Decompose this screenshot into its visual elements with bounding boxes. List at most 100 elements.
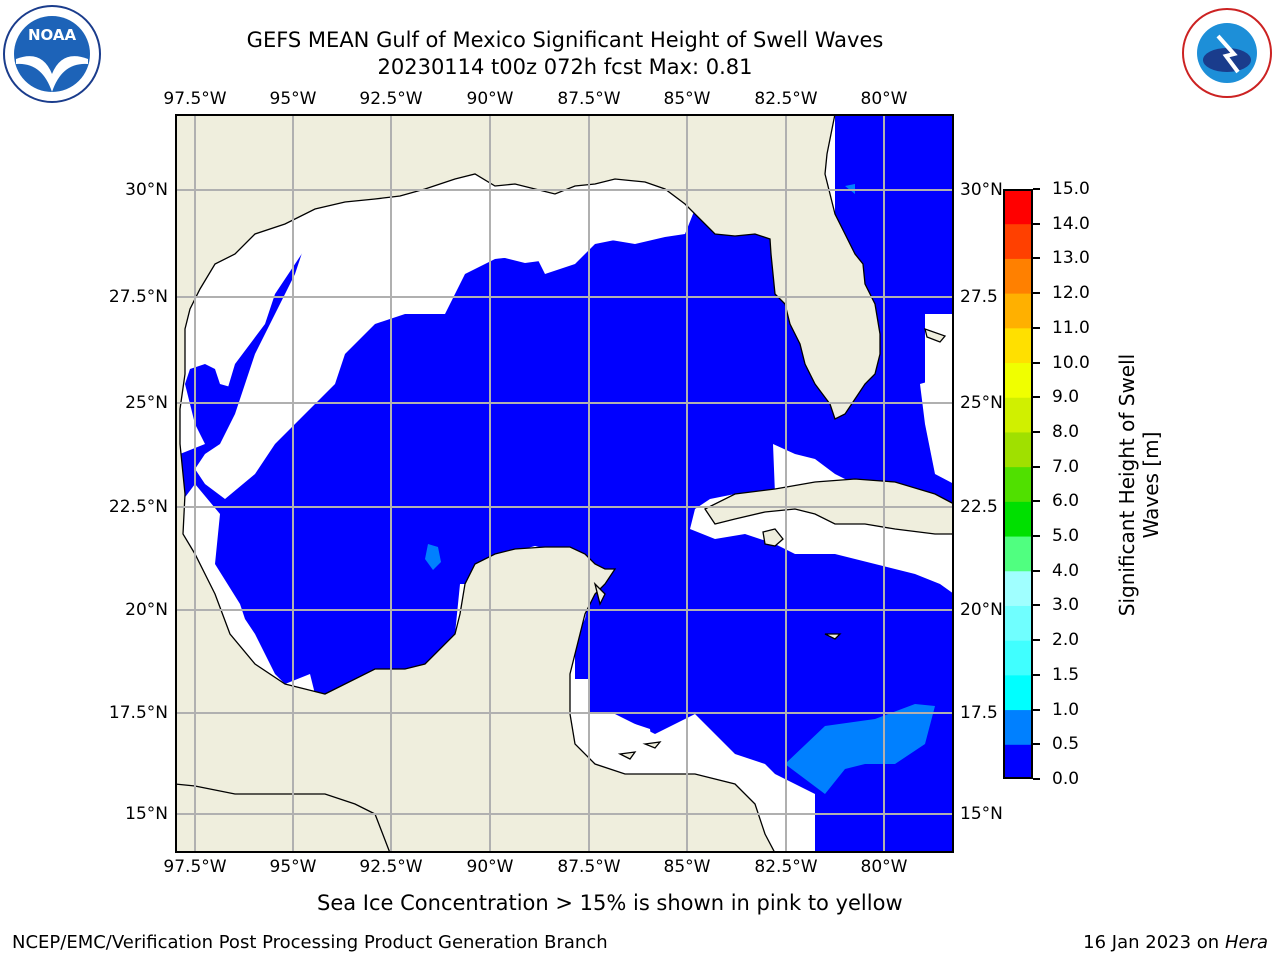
lon-label-bottom: 97.5°W: [163, 857, 227, 877]
lon-label-bottom: 80°W: [860, 857, 908, 877]
colorbar-segment: [1003, 189, 1033, 225]
colorbar-tick-label: 9.0: [1052, 387, 1080, 408]
graticule: [175, 114, 954, 853]
colorbar-tick: [1033, 257, 1040, 260]
colorbar-tick: [1033, 292, 1040, 295]
colorbar-tick-label: 7.0: [1052, 456, 1080, 477]
colorbar-segment: [1003, 674, 1033, 711]
colorbar-tick: [1033, 708, 1040, 711]
colorbar-tick-label: 10.0: [1052, 352, 1090, 373]
colorbar-segment: [1003, 223, 1033, 259]
colorbar-tick-label: 4.0: [1052, 560, 1080, 581]
colorbar-tick: [1033, 639, 1040, 642]
colorbar-segment: [1003, 258, 1033, 294]
colorbar-title-line1: Significant Height of Swell: [1115, 353, 1139, 617]
colorbar-segment: [1003, 570, 1033, 606]
colorbar-tick: [1033, 430, 1040, 433]
lon-label-top: 95°W: [269, 89, 317, 109]
colorbar-tick-label: 11.0: [1052, 317, 1090, 338]
colorbar-segment: [1003, 466, 1033, 502]
lat-label-right: 15°N: [960, 804, 1003, 824]
lat-label-left: 30°N: [125, 180, 168, 200]
lon-label-bottom: 92.5°W: [359, 857, 423, 877]
map-border: [175, 114, 954, 853]
colorbar-segment: [1003, 293, 1033, 329]
colorbar-tick: [1033, 604, 1040, 607]
colorbar-segment: [1003, 397, 1033, 433]
swell-field-low: [180, 114, 954, 853]
colorbar-tick-label: 0.5: [1052, 734, 1080, 755]
footer-date: 16 Jan 2023 on: [1083, 932, 1225, 953]
lat-label-left: 17.5°N: [108, 703, 168, 723]
colorbar-tick-label: 3.0: [1052, 595, 1080, 616]
colorbar-segment: [1003, 744, 1033, 779]
colorbar-segment: [1003, 431, 1033, 468]
footer-host: Hera: [1224, 932, 1268, 953]
colorbar-segment: [1003, 709, 1033, 745]
lat-label-right: 30°N: [960, 180, 1003, 200]
islands: [593, 327, 947, 760]
colorbar-tick: [1033, 222, 1040, 225]
colorbar-tick: [1033, 673, 1040, 676]
noaa-logo-text: NOAA: [28, 26, 77, 44]
colorbar-tick: [1033, 743, 1040, 746]
map-panel: [175, 114, 954, 853]
lon-label-top: 90°W: [466, 89, 514, 109]
lon-label-top: 87.5°W: [557, 89, 621, 109]
lon-label-top: 82.5°W: [754, 89, 818, 109]
footer-timestamp: 16 Jan 2023 on Hera: [1083, 932, 1268, 953]
lat-label-left: 15°N: [125, 804, 168, 824]
lat-label-right: 27.5: [960, 287, 998, 307]
colorbar-tick-label: 8.0: [1052, 421, 1080, 442]
lat-label-left: 25°N: [125, 393, 168, 413]
lat-label-right: 22.5: [960, 497, 998, 517]
colorbar-tick: [1033, 778, 1040, 780]
noaa-logo: NOAA: [3, 5, 101, 103]
colorbar-tick-label: 15.0: [1052, 179, 1090, 199]
colorbar-tick-label: 1.5: [1052, 664, 1080, 685]
colorbar-tick-label: 14.0: [1052, 213, 1090, 234]
colorbar-tick: [1033, 535, 1040, 538]
colorbar: [1003, 189, 1033, 779]
colorbar-tick-label: 0.0: [1052, 769, 1080, 789]
colorbar-segment: [1003, 605, 1033, 641]
colorbar-tick-label: 13.0: [1052, 248, 1090, 269]
lon-label-bottom: 87.5°W: [557, 857, 621, 877]
lon-label-top: 80°W: [860, 89, 908, 109]
colorbar-tick-label: 6.0: [1052, 491, 1080, 512]
colorbar-tick: [1033, 188, 1040, 190]
lat-label-right: 20°N: [960, 600, 1003, 620]
lat-label-left: 20°N: [125, 600, 168, 620]
colorbar-title-line2: Waves [m]: [1139, 431, 1163, 539]
colorbar-segment: [1003, 501, 1033, 537]
colorbar-segment: [1003, 362, 1033, 398]
colorbar-tick: [1033, 326, 1040, 329]
lon-label-bottom: 90°W: [466, 857, 514, 877]
lon-label-top: 97.5°W: [163, 89, 227, 109]
lon-label-bottom: 82.5°W: [754, 857, 818, 877]
colorbar-tick-label: 12.0: [1052, 283, 1090, 304]
sea-ice-note: Sea Ice Concentration > 15% is shown in …: [317, 891, 903, 915]
colorbar-segment: [1003, 327, 1033, 364]
colorbar-tick-label: 2.0: [1052, 630, 1080, 651]
chart-subtitle: 20230114 t00z 072h fcst Max: 0.81: [377, 55, 753, 79]
colorbar-tick: [1033, 569, 1040, 572]
colorbar-border: [1003, 189, 1033, 779]
colorbar-tick-label: 5.0: [1052, 526, 1080, 547]
lat-label-left: 22.5°N: [108, 497, 168, 517]
lon-label-top: 92.5°W: [359, 89, 423, 109]
colorbar-tick: [1033, 465, 1040, 468]
lat-label-left: 27.5°N: [108, 287, 168, 307]
colorbar-tick: [1033, 361, 1040, 364]
colorbar-tick-label: 1.0: [1052, 699, 1080, 720]
colorbar-tick: [1033, 396, 1040, 399]
nws-logo: [1182, 8, 1272, 98]
lon-label-bottom: 95°W: [269, 857, 317, 877]
chart-title: GEFS MEAN Gulf of Mexico Significant Hei…: [246, 28, 884, 52]
colorbar-tick: [1033, 500, 1040, 503]
lat-label-right: 25°N: [960, 393, 1003, 413]
colorbar-segment: [1003, 640, 1033, 676]
colorbar-title: Significant Height of Swell Waves [m]: [1115, 320, 1165, 650]
lat-label-right: 17.5: [960, 703, 998, 723]
footer-branch: NCEP/EMC/Verification Post Processing Pr…: [12, 932, 608, 953]
